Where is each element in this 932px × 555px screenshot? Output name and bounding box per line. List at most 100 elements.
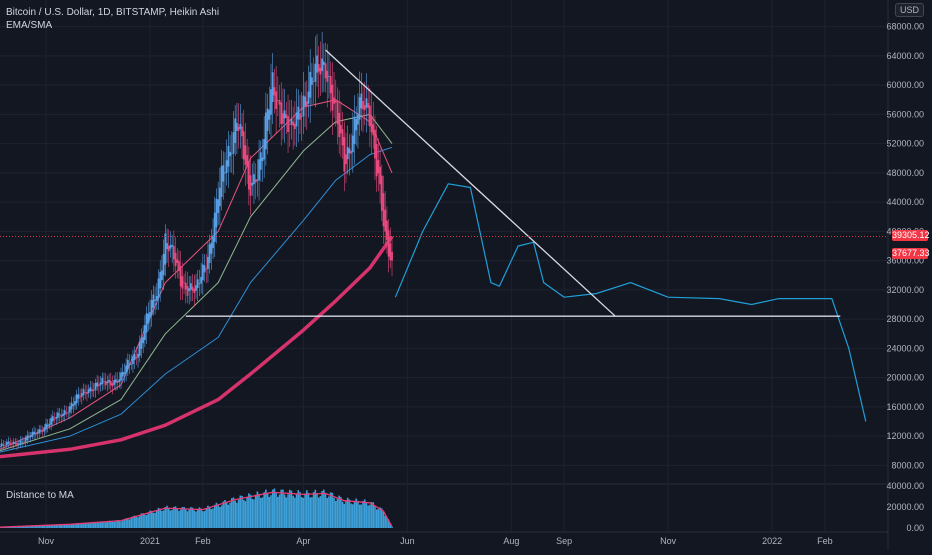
candle-body [316, 55, 318, 73]
x-tick-label: Nov [660, 536, 677, 546]
candle-body [147, 313, 150, 323]
distance-bar [290, 490, 293, 528]
x-tick-label: Jun [400, 536, 415, 546]
distance-bar [244, 501, 247, 528]
y-tick-label: 68000.00 [886, 22, 924, 32]
distance-bar [116, 520, 119, 528]
distance-bar [123, 519, 126, 528]
candle-body [21, 441, 24, 443]
price-tag-last: 39305.12 [892, 230, 930, 242]
candle-body [247, 161, 250, 190]
y-tick-label: 48000.00 [886, 168, 924, 178]
candle-body [302, 95, 305, 117]
distance-bar [246, 497, 248, 528]
candle-body [225, 160, 228, 173]
distance-bar [324, 493, 327, 528]
candle-body [355, 119, 358, 131]
distance-bar [36, 525, 39, 528]
candle-body [227, 145, 230, 167]
candle-body [314, 63, 317, 82]
distance-bar [367, 505, 369, 528]
candle-body [278, 100, 281, 105]
y-tick-label: 16000.00 [886, 402, 924, 412]
candle-body [362, 100, 364, 110]
distance-bar [196, 509, 199, 528]
distance-bar [26, 525, 29, 528]
candle-body [350, 150, 353, 154]
distance-bar [86, 523, 88, 528]
distance-bar [212, 508, 214, 528]
candle-body [181, 276, 184, 289]
distance-bar [207, 505, 209, 528]
candle-body [271, 72, 274, 103]
y-tick-label: 36000.00 [886, 256, 924, 266]
ema-fast-line [0, 99, 393, 450]
candle-body [261, 157, 264, 162]
candle-body [304, 96, 306, 106]
candle-body [236, 123, 238, 131]
candle-body [125, 365, 128, 374]
distance-bar [70, 524, 73, 528]
distance-bar [137, 517, 139, 528]
candle-body [116, 380, 119, 383]
candle-body [365, 98, 368, 108]
candle-body [9, 442, 12, 445]
candle-body [312, 81, 315, 83]
candle-body [188, 288, 191, 291]
candle-body [372, 124, 375, 136]
candle-body [53, 418, 56, 420]
distance-bar [79, 524, 81, 528]
distance-bar [208, 506, 211, 528]
candle-body [75, 394, 78, 404]
candle-body [338, 112, 341, 138]
indicator-label[interactable]: EMA/SMA [6, 20, 53, 31]
candle-body [246, 155, 249, 168]
candle-body [169, 244, 172, 249]
distance-bar [142, 513, 144, 528]
distance-bar [127, 518, 129, 528]
candle-body [79, 396, 82, 398]
distance-bar [256, 491, 259, 528]
candle-body [210, 242, 213, 254]
candle-body [282, 113, 284, 124]
candle-body [38, 429, 41, 434]
distance-bar [50, 524, 52, 528]
distance-bar [133, 515, 136, 528]
candle-body [336, 101, 339, 125]
candle-body [149, 312, 151, 319]
distance-bar [285, 497, 288, 528]
distance-bar [12, 526, 15, 528]
distance-bar [130, 518, 133, 528]
lower-y-tick-label: 40000.00 [886, 481, 924, 491]
x-tick-label: Aug [503, 536, 519, 546]
trendlines[interactable] [0, 49, 888, 317]
distance-bar [295, 493, 298, 528]
distance-bar [16, 526, 18, 528]
candle-body [179, 266, 182, 287]
distance-line [0, 491, 393, 528]
distance-bar [53, 525, 56, 528]
currency-badge[interactable]: USD [894, 3, 924, 17]
candle-body [309, 71, 312, 98]
candle-body [254, 179, 257, 183]
distance-bar [263, 492, 265, 528]
distance-bar [326, 498, 329, 528]
distance-bar [202, 511, 204, 528]
candle-body [46, 424, 49, 427]
distance-pane-label[interactable]: Distance to MA [6, 490, 74, 501]
distance-bar [253, 499, 255, 528]
distance-bar [292, 495, 294, 528]
distance-bar [198, 507, 201, 528]
distance-bar [227, 504, 230, 528]
distance-bar [387, 519, 390, 528]
distance-bar [176, 508, 179, 528]
distance-bar [154, 512, 156, 528]
symbol-title: Bitcoin / U.S. Dollar, 1D, BITSTAMP, Hei… [6, 7, 220, 18]
candle-body [41, 430, 44, 432]
candle-body [374, 129, 376, 159]
candle-body [297, 106, 300, 120]
candle-body [115, 379, 117, 383]
candle-body [239, 124, 242, 129]
